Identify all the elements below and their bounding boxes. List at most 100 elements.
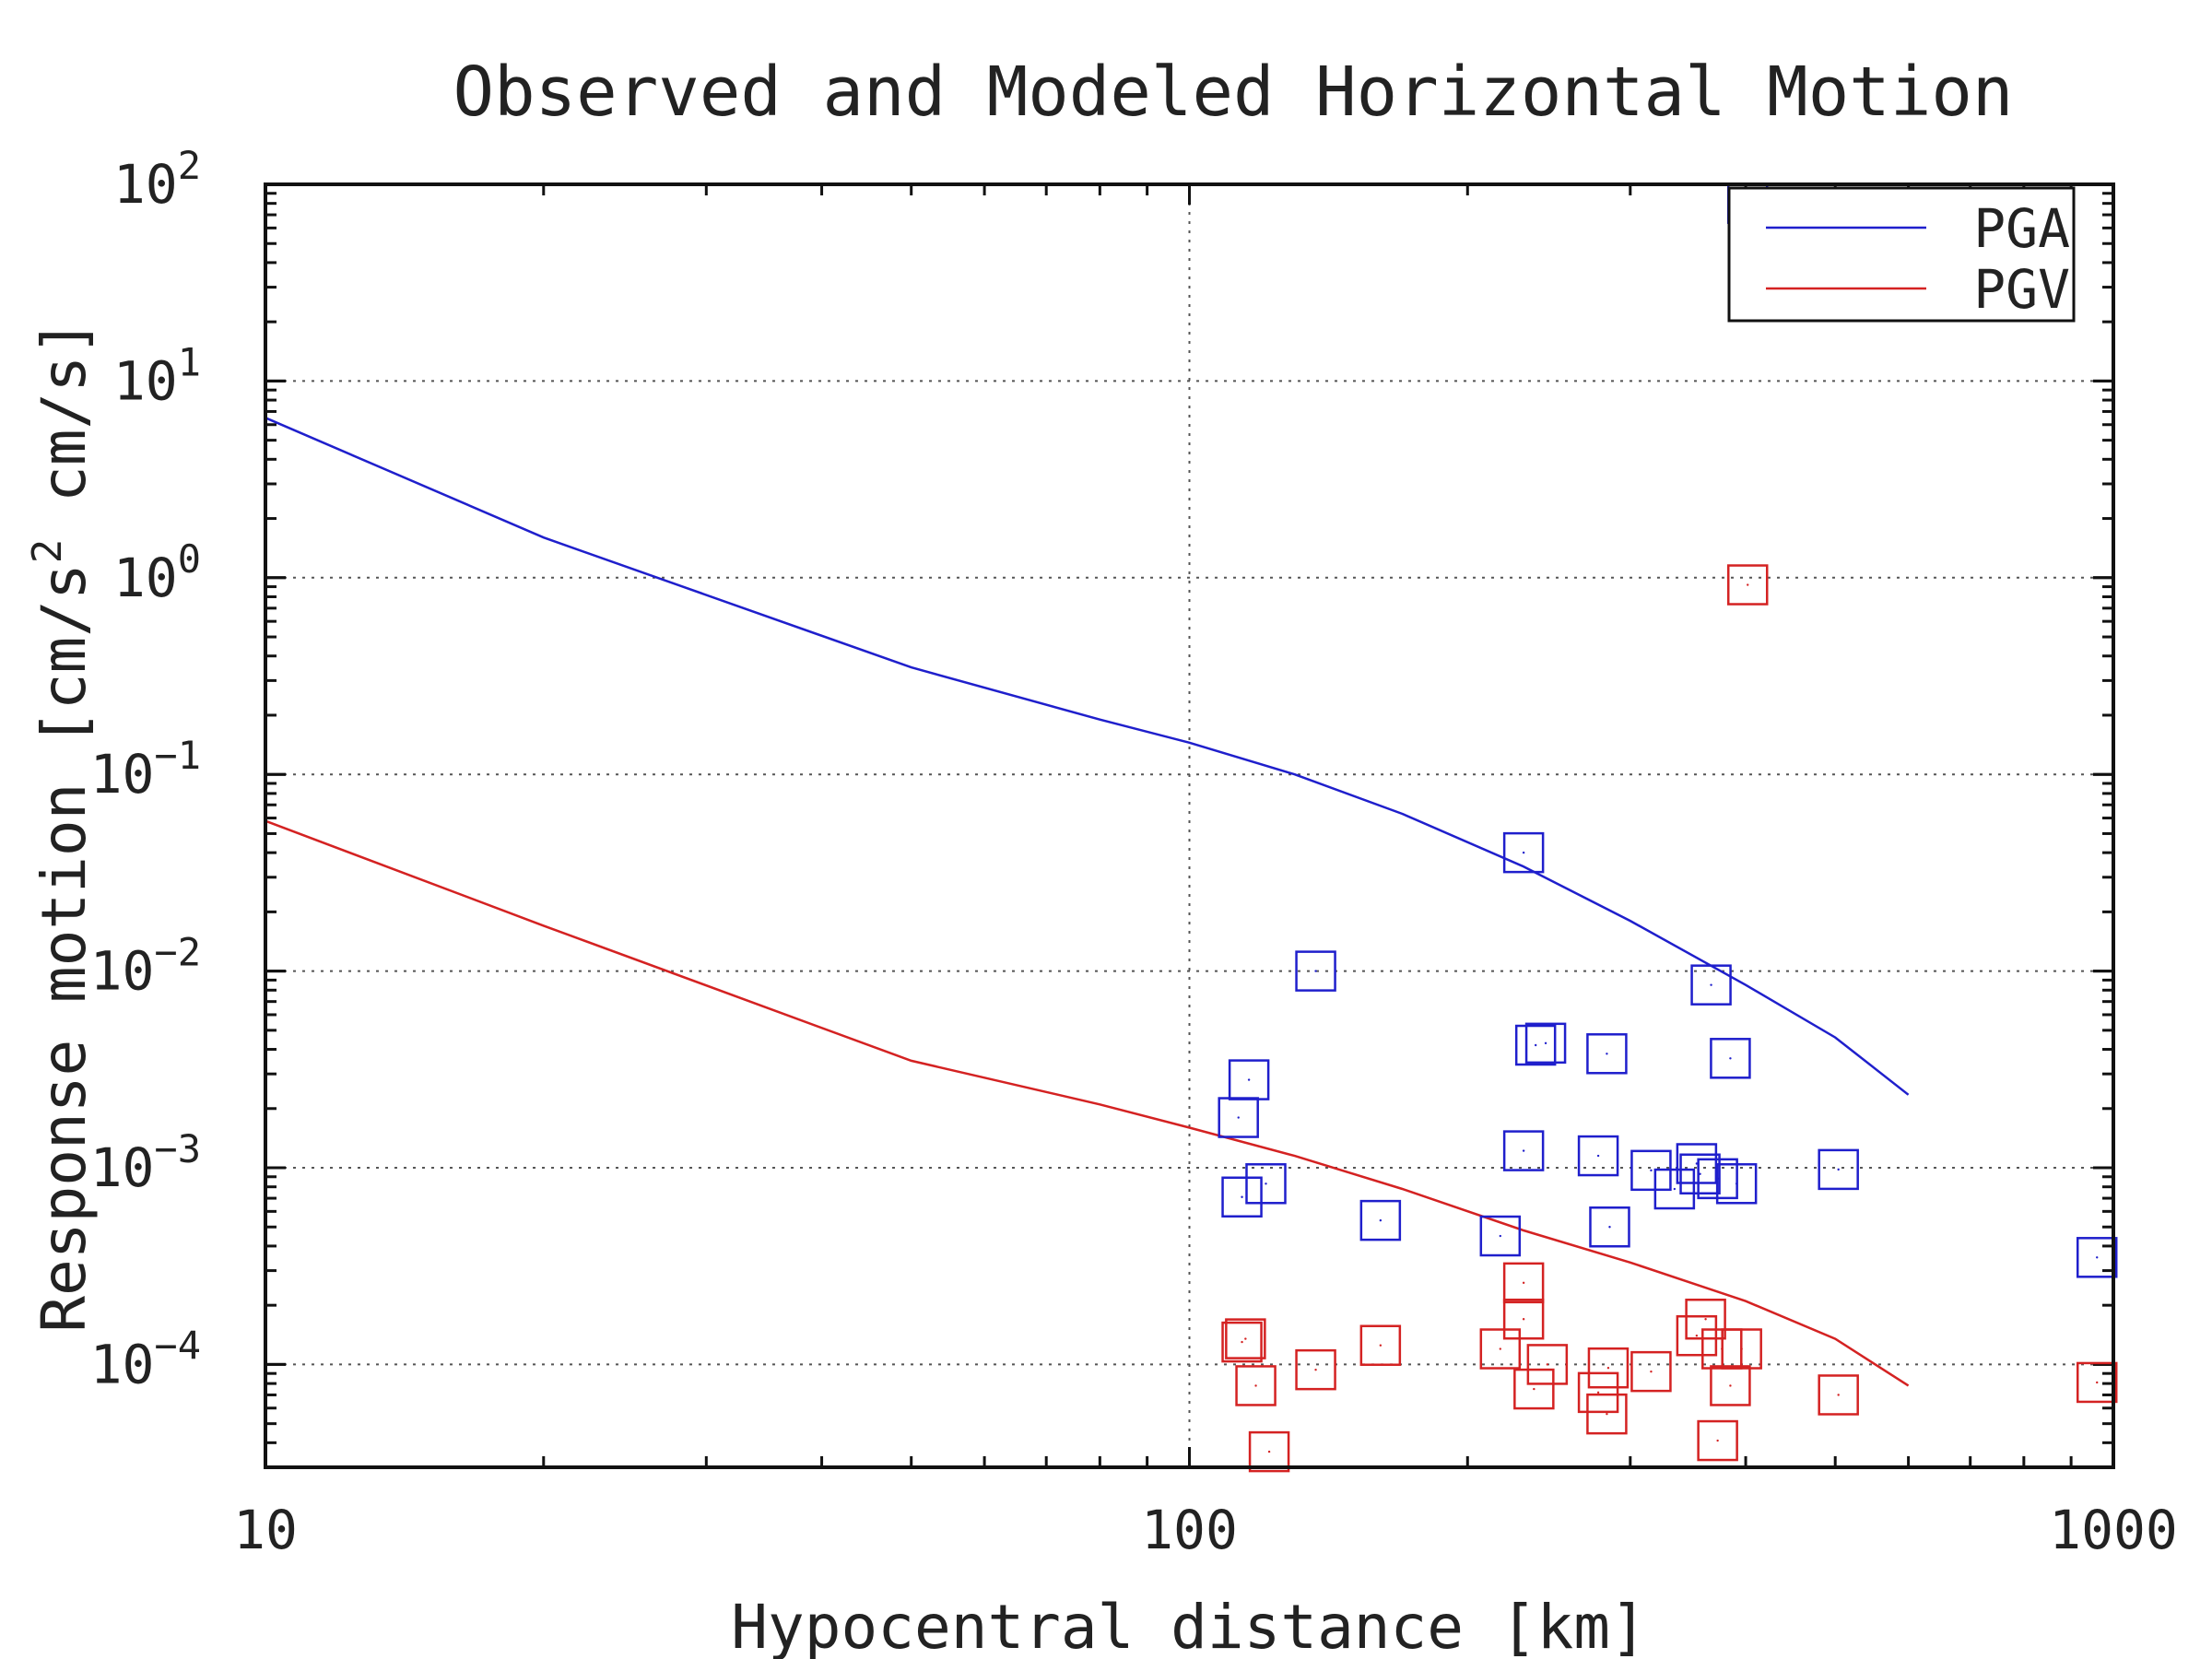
pgv-data-point [1676, 1314, 1718, 1357]
model-lines [265, 417, 1910, 1387]
legend: PGA PGV [1727, 186, 2076, 323]
pga-data-point [1586, 1033, 1628, 1075]
pga-data-point [1653, 1168, 1696, 1210]
pgv-data-point-center [1267, 1450, 1271, 1453]
pga-data-point-center [1247, 1078, 1251, 1081]
pgv-data-point [1235, 1365, 1277, 1406]
pgv-data-point [1721, 1328, 1762, 1370]
pgv-data-point [1586, 1393, 1628, 1435]
pga-data-point-center [1606, 1053, 1608, 1055]
pga-data-point-center [1237, 1116, 1240, 1119]
pgv-data-point [1502, 1298, 1545, 1340]
pga-data-point [1221, 1176, 1263, 1218]
pgv-data-point [1248, 1430, 1290, 1473]
pga-data-point [1690, 964, 1732, 1006]
x-tick-label: 1000 [2049, 1499, 2178, 1561]
pgv-data-point-center [1596, 1391, 1600, 1394]
y-tick-label: 10−2 [90, 930, 201, 1003]
pga-data-point-center [1522, 1149, 1525, 1152]
y-tick-label: 10−1 [90, 733, 201, 806]
pgv-data-point-center [1244, 1337, 1247, 1340]
pga-data-point-center [1837, 1168, 1840, 1171]
pgv-data-point-center [1704, 1318, 1707, 1321]
pgv-data-point [1685, 1298, 1726, 1340]
pgv-data-point [1710, 1365, 1751, 1406]
pgv-data-point [2076, 1361, 2118, 1404]
x-axis-label: Hypocentral distance [km] [731, 1592, 1646, 1659]
pgv-data-point [1513, 1368, 1555, 1410]
pgv-data-point-center [1499, 1347, 1502, 1350]
pga-data-point [1359, 1199, 1402, 1241]
pgv-data-point-center [1533, 1387, 1535, 1391]
pga-data-point-center [1673, 1187, 1677, 1191]
pga-data-point [1524, 1022, 1567, 1065]
pga-data-point [1589, 1206, 1630, 1248]
pgv-data-point [1221, 1321, 1263, 1363]
pga-data-point [1245, 1163, 1287, 1205]
observed-points [1218, 182, 2118, 1473]
legend-label-pgv: PGV [1973, 258, 2070, 321]
pga-data-point [1218, 1097, 1259, 1138]
grid [265, 184, 2113, 1467]
pgv-data-point-center [1606, 1366, 1610, 1370]
pga-data-point-center [1522, 851, 1525, 854]
pga-data-point [1818, 1148, 1859, 1191]
legend-label-pga: PGA [1973, 197, 2070, 260]
pga-data-point-center [1499, 1234, 1502, 1238]
pga-data-point [1577, 1135, 1619, 1177]
y-tick-label: 10−3 [90, 1126, 201, 1199]
pgv-data-point-center [1650, 1370, 1653, 1373]
pgv-data-point [1526, 1344, 1569, 1385]
pgv-data-point [1630, 1350, 1672, 1393]
y-axis-label-main: Response motion [cm/s [29, 563, 100, 1332]
pga-data-point-center [1379, 1218, 1382, 1222]
pga-data-point-center [1314, 970, 1317, 972]
x-tick-label: 100 [1141, 1499, 1238, 1561]
x-tick-labels: 10 100 1000 [233, 1499, 2178, 1561]
y-tick-label: 102 [113, 143, 201, 216]
pga-data-point-center [1710, 983, 1712, 986]
pga-data-point [1514, 1024, 1557, 1066]
pga-data-point-center [1544, 1041, 1547, 1045]
pgv-data-point-center [1314, 1368, 1317, 1371]
pgv-data-point [1818, 1374, 1859, 1416]
pga-data-point [1295, 950, 1336, 992]
pgv-data-point [1577, 1371, 1619, 1414]
pgv-data-point-center [1606, 1412, 1608, 1416]
pgv-data-point [1587, 1347, 1630, 1389]
pga-data-point-center [1596, 1154, 1600, 1158]
pgv-data-point-center [1379, 1344, 1382, 1347]
pga-data-point-center [1608, 1226, 1611, 1229]
pgv-data-point [1479, 1328, 1522, 1370]
y-tick-labels: 102 101 100 10−1 10−2 10−3 10−4 [90, 143, 201, 1395]
plot-frame [264, 182, 2115, 1469]
pgv-data-point-center [1522, 1318, 1525, 1321]
pga-model-line [265, 417, 1910, 1096]
pga-data-point [1479, 1215, 1522, 1257]
y-tick-label: 100 [113, 536, 201, 609]
pgv-data-point-center [1241, 1340, 1243, 1344]
pgv-data-point-center [1716, 1439, 1719, 1442]
pgv-data-point-center [1254, 1384, 1257, 1387]
pga-data-point [1502, 1130, 1545, 1171]
pgv-data-point-center [1747, 583, 1749, 586]
pga-data-point [1710, 1038, 1751, 1079]
pga-data-point-center [2096, 1256, 2099, 1259]
pga-data-point [1502, 831, 1545, 874]
y-axis-label: Response motion [cm/s2 cm/s] [24, 319, 100, 1332]
pgv-data-point [1697, 1419, 1738, 1462]
pgv-data-point [1225, 1318, 1266, 1359]
pga-data-point [1679, 1153, 1721, 1194]
y-tick-label: 101 [113, 339, 201, 412]
pgv-data-point-center [1546, 1363, 1549, 1366]
pgv-data-point-center [2096, 1381, 2099, 1384]
pga-data-point [1715, 1163, 1758, 1205]
pgv-data-point [1502, 1262, 1545, 1304]
pga-data-point [2076, 1237, 2118, 1278]
pga-data-point-center [1241, 1195, 1243, 1198]
pgv-data-point [1726, 564, 1769, 606]
pga-data-point-center [1650, 1169, 1653, 1172]
plot-area [265, 184, 2113, 1467]
y-axis-label-units: cm/s] [29, 319, 100, 538]
pga-data-point-center [1729, 1057, 1732, 1060]
